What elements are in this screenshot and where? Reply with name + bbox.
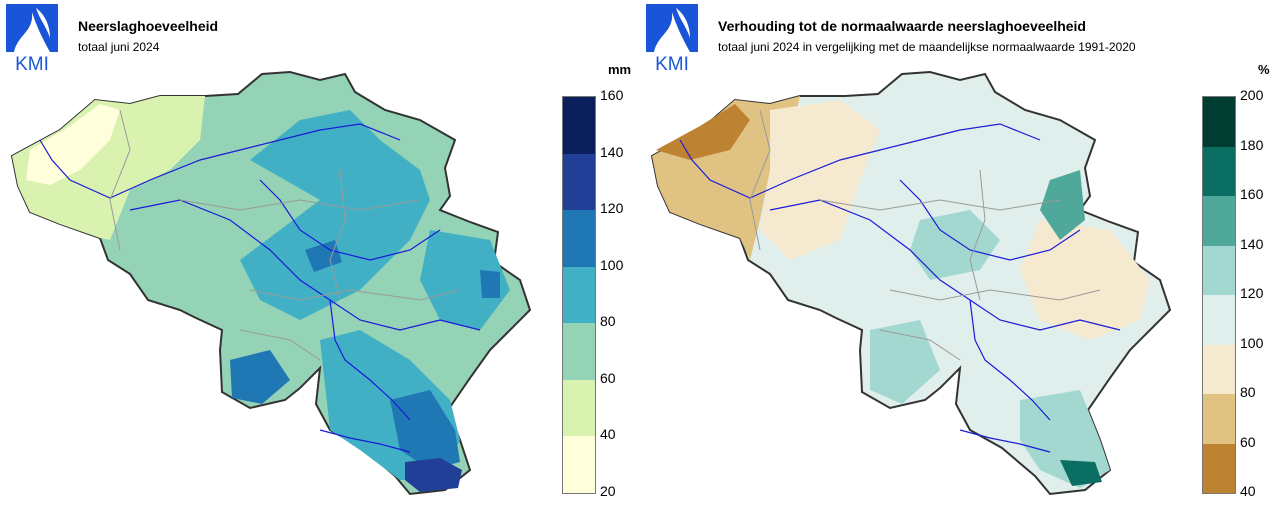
precipitation-panel: KMI Neerslaghoeveelheid totaal juni 2024 [6,4,632,499]
map-title: Neerslaghoeveelheid [78,18,219,34]
wet-zone-east [1040,170,1085,240]
legend-color-box [1203,295,1235,345]
legend-color-box [1203,245,1235,295]
map-subtitle: totaal juni 2024 in vergelijking met de … [718,40,1136,54]
kmi-logo: KMI [6,4,58,75]
extreme-rain-zone [405,458,462,492]
legend-tick-label: 100 [1240,334,1264,351]
rivers [679,123,1121,453]
legend-tick-label: 100 [600,256,624,273]
legend-color-box [1203,146,1235,196]
legend-color-box [563,97,595,154]
legend-color-box [563,266,595,324]
legend-tick-label: 140 [1240,235,1264,252]
legend-color-box [563,210,595,267]
legend-tick-label: 160 [1240,186,1264,202]
very-high-rain-zone-south [390,390,460,470]
map-subtitle: totaal juni 2024 [78,40,160,54]
legend-tick-label: 40 [600,426,616,443]
legend-color-box [1203,443,1235,493]
very-high-rain-zone-center [305,240,342,272]
legend-tick-label: 140 [600,143,624,160]
legend-color-box [563,379,595,437]
very-wet-zone-south [1060,460,1102,486]
very-high-rain-zone-east [480,270,500,298]
legend-color-box [563,323,595,380]
lowest-rain-zone [26,104,120,185]
legend-tick-label: 60 [600,369,616,386]
precipitation-legend [562,96,596,494]
svg-text:KMI: KMI [655,54,689,72]
legend-color-box [563,153,595,211]
very-dry-zone [656,104,750,160]
ratio-panel: KMI Verhouding tot de normaalwaarde neer… [640,0,1280,507]
legend-tick-label: 160 [600,87,624,103]
legend-color-box [1203,196,1235,246]
legend-unit: % [1258,62,1270,77]
map-title: Verhouding tot de normaalwaarde neerslag… [718,18,1086,34]
ratio-legend [1202,96,1236,494]
legend-tick-label: 20 [600,483,616,499]
legend-tick-label: 200 [1240,87,1264,103]
legend-tick-label: 80 [600,313,616,330]
wet-zone-center [910,210,1000,280]
provincial-borders [109,109,461,361]
below-normal-zone [760,100,880,260]
legend-tick-label: 80 [1240,384,1256,400]
legend-tick-label: 180 [1240,136,1264,153]
wet-zone-southwest [870,320,940,404]
legend-color-box [1203,344,1235,394]
belgium-precipitation-map [10,70,532,496]
svg-text:KMI: KMI [15,54,49,72]
rivers [39,123,481,453]
legend-unit: mm [608,62,632,77]
legend-tick-label: 60 [1240,433,1256,450]
high-rain-zone-east [420,230,510,330]
provincial-borders [749,109,1101,361]
legend-tick-label: 120 [600,200,624,217]
legend-tick-label: 40 [1240,483,1256,499]
legend-tick-label: 120 [1240,285,1264,301]
below-normal-zone-east [1020,220,1150,340]
kmi-logo: KMI [646,4,698,75]
legend-color-box [563,436,595,493]
belgium-ratio-map [650,70,1172,496]
legend-color-box [1203,394,1235,444]
very-high-rain-zone-west [230,350,290,404]
legend-color-box [1203,97,1235,147]
